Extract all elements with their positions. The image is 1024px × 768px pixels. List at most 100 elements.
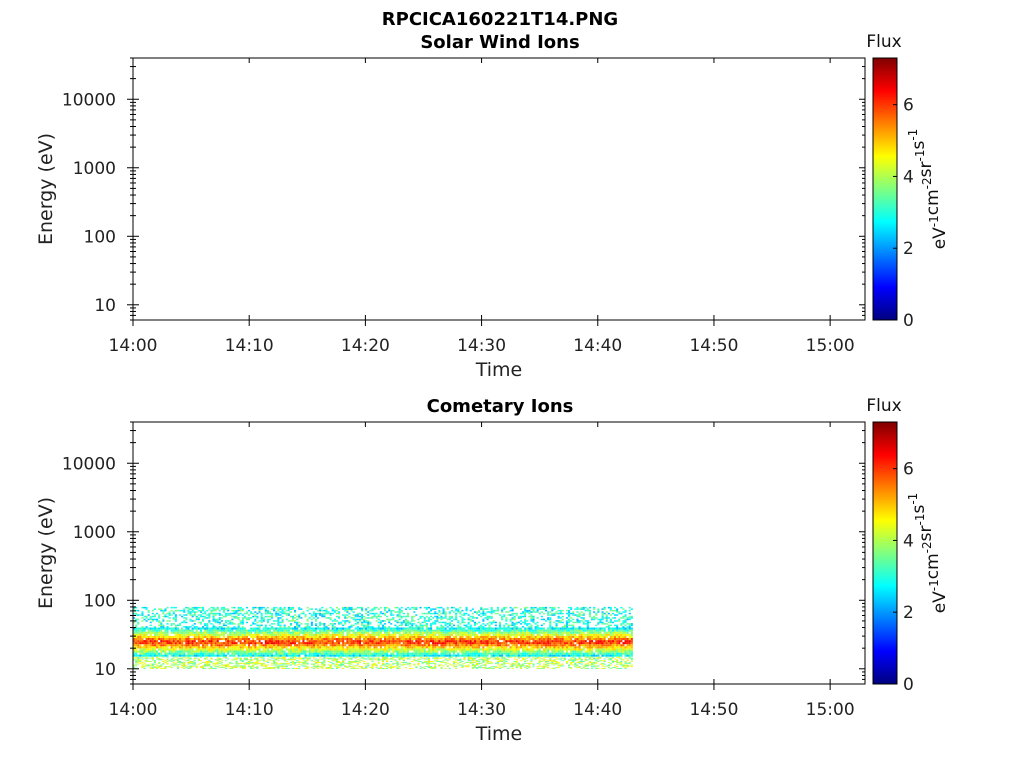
heatmap-cell <box>480 626 483 628</box>
heatmap-cell <box>145 658 148 660</box>
heatmap-cell <box>323 614 326 616</box>
heatmap-cell <box>162 667 165 669</box>
heatmap-cell <box>133 633 136 636</box>
heatmap-cell <box>176 661 179 663</box>
heatmap-cell <box>513 635 516 638</box>
heatmap-cell <box>561 638 564 641</box>
heatmap-cell <box>342 635 345 638</box>
y-tick-label: 1000 <box>73 159 116 179</box>
heatmap-cell <box>206 654 209 657</box>
heatmap-cell <box>381 624 384 627</box>
heatmap-cell <box>323 642 326 645</box>
heatmap-cell <box>149 644 152 647</box>
heatmap-cell <box>174 631 177 634</box>
heatmap-cell <box>494 642 497 645</box>
heatmap-cell <box>262 627 265 630</box>
heatmap-cell <box>553 654 556 657</box>
heatmap-cell <box>206 658 209 660</box>
heatmap-cell <box>574 629 577 632</box>
heatmap-cell <box>350 626 353 628</box>
heatmap-cell <box>147 646 150 649</box>
heatmap-cell <box>628 646 631 649</box>
heatmap-cell <box>576 638 579 641</box>
heatmap-cell <box>229 640 232 643</box>
y-tick-label: 10000 <box>62 90 116 110</box>
heatmap-cell <box>338 621 341 624</box>
heatmap-cell <box>421 612 424 615</box>
heatmap-cell <box>348 627 351 630</box>
heatmap-cell <box>179 658 182 660</box>
heatmap-cell <box>204 663 207 665</box>
heatmap-cell <box>584 606 587 609</box>
heatmap-cell <box>568 640 571 643</box>
heatmap-cell <box>461 652 464 655</box>
heatmap-cell <box>601 648 604 651</box>
heatmap-cell <box>511 621 514 624</box>
heatmap-cell <box>266 633 269 636</box>
heatmap-cell <box>340 621 343 624</box>
heatmap-cell <box>423 650 426 653</box>
heatmap-cell <box>216 644 219 647</box>
heatmap-cell <box>580 606 583 609</box>
heatmap-cell <box>432 638 435 641</box>
heatmap-cell <box>176 646 179 649</box>
heatmap-cell <box>482 652 485 655</box>
heatmap-cell <box>601 642 604 645</box>
heatmap-cell <box>461 627 464 630</box>
heatmap-cell <box>245 650 248 653</box>
heatmap-cell <box>440 617 443 619</box>
heatmap-cell <box>262 646 265 649</box>
heatmap-cell <box>574 633 577 636</box>
heatmap-cell <box>461 638 464 641</box>
heatmap-cell <box>176 633 179 636</box>
heatmap-cell <box>624 652 627 655</box>
heatmap-cell <box>312 633 315 636</box>
heatmap-cell <box>478 650 481 653</box>
heatmap-cell <box>310 640 313 643</box>
heatmap-cell <box>572 642 575 645</box>
heatmap-cell <box>448 629 451 632</box>
heatmap-cell <box>396 642 399 645</box>
heatmap-cell <box>289 624 292 627</box>
heatmap-cell <box>285 633 288 636</box>
heatmap-cell <box>151 663 154 665</box>
heatmap-cell <box>586 608 589 610</box>
heatmap-cell <box>191 642 194 645</box>
heatmap-cell <box>208 648 211 651</box>
heatmap-cell <box>407 652 410 655</box>
heatmap-cell <box>312 614 315 616</box>
heatmap-cell <box>287 627 290 630</box>
heatmap-cell <box>476 638 479 641</box>
heatmap-cell <box>256 646 259 649</box>
heatmap-cell <box>308 631 311 634</box>
heatmap-cell <box>250 652 253 655</box>
heatmap-cell <box>415 642 418 645</box>
heatmap-cell <box>289 633 292 636</box>
heatmap-cell <box>509 648 512 651</box>
heatmap-cell <box>440 652 443 655</box>
heatmap-cell <box>340 644 343 647</box>
heatmap-cell <box>586 654 589 657</box>
heatmap-cell <box>162 633 165 636</box>
heatmap-cell <box>482 618 485 621</box>
heatmap-cell <box>206 638 209 641</box>
heatmap-cell <box>455 618 458 621</box>
heatmap-cell <box>335 612 338 615</box>
heatmap-cell <box>524 611 527 613</box>
heatmap-cell <box>338 644 341 647</box>
heatmap-cell <box>296 648 299 651</box>
heatmap-cell <box>574 652 577 655</box>
heatmap-cell <box>237 626 240 628</box>
heatmap-cell <box>373 614 376 616</box>
heatmap-cell <box>199 606 202 609</box>
heatmap-cell <box>480 644 483 647</box>
heatmap-cell <box>603 640 606 643</box>
heatmap-cell <box>375 654 378 657</box>
heatmap-cell <box>185 638 188 641</box>
heatmap-cell <box>588 627 591 630</box>
heatmap-cell <box>476 644 479 647</box>
heatmap-cell <box>507 635 510 638</box>
heatmap-cell <box>626 618 629 621</box>
heatmap-cell <box>329 654 332 657</box>
heatmap-cell <box>453 644 456 647</box>
